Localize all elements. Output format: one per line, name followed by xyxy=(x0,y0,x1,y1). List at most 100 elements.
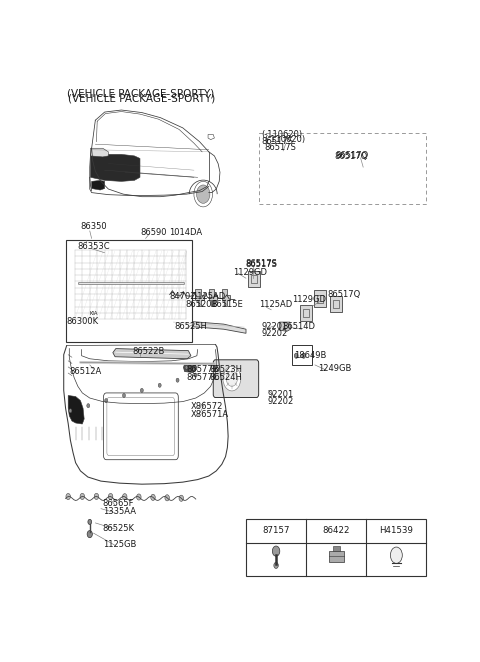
Text: 86523H: 86523H xyxy=(210,365,242,375)
Text: H41539: H41539 xyxy=(379,526,413,535)
Text: 86525H: 86525H xyxy=(175,322,207,330)
Circle shape xyxy=(66,493,71,500)
Text: 86522B: 86522B xyxy=(132,347,165,355)
Bar xyxy=(300,305,312,321)
Text: 86577B: 86577B xyxy=(186,365,219,375)
Circle shape xyxy=(80,493,84,500)
Circle shape xyxy=(122,393,125,397)
Polygon shape xyxy=(183,364,197,373)
Text: 86350: 86350 xyxy=(81,222,107,231)
Circle shape xyxy=(192,367,195,371)
FancyBboxPatch shape xyxy=(213,359,259,397)
Bar xyxy=(329,551,344,562)
Circle shape xyxy=(194,373,197,377)
Text: 1335AA: 1335AA xyxy=(103,506,136,516)
Text: 92201: 92201 xyxy=(267,390,294,399)
Bar xyxy=(292,344,312,365)
Bar xyxy=(75,250,186,319)
Polygon shape xyxy=(208,134,215,140)
Circle shape xyxy=(151,495,155,500)
Circle shape xyxy=(88,520,92,524)
Circle shape xyxy=(223,367,241,391)
Circle shape xyxy=(272,546,280,556)
Polygon shape xyxy=(182,289,192,306)
Text: 1125AD: 1125AD xyxy=(259,301,292,309)
Circle shape xyxy=(226,371,238,387)
Text: 84702: 84702 xyxy=(170,292,196,301)
Polygon shape xyxy=(91,154,140,181)
Circle shape xyxy=(140,389,144,393)
Text: 86590: 86590 xyxy=(140,228,167,237)
Text: X86572: X86572 xyxy=(191,402,223,411)
Text: 92201: 92201 xyxy=(262,322,288,330)
Text: 86514D: 86514D xyxy=(282,322,315,330)
Polygon shape xyxy=(169,289,178,306)
Text: 86525K: 86525K xyxy=(103,524,135,532)
Polygon shape xyxy=(68,395,84,424)
Polygon shape xyxy=(222,289,230,306)
Polygon shape xyxy=(353,164,368,191)
Bar xyxy=(246,519,426,577)
Text: (VEHICLE PACKAGE-SPORTY): (VEHICLE PACKAGE-SPORTY) xyxy=(67,89,215,99)
Bar xyxy=(66,240,192,342)
Circle shape xyxy=(390,547,402,563)
Text: 86517S: 86517S xyxy=(264,143,297,152)
Circle shape xyxy=(302,353,305,358)
Text: 18649B: 18649B xyxy=(294,352,326,360)
Circle shape xyxy=(194,181,213,207)
Text: 86565F: 86565F xyxy=(103,499,134,508)
Polygon shape xyxy=(172,320,246,333)
Circle shape xyxy=(85,303,102,325)
Bar xyxy=(303,308,309,317)
Polygon shape xyxy=(113,349,191,359)
Text: 86517Q: 86517Q xyxy=(328,290,361,299)
Text: 1125AD: 1125AD xyxy=(192,292,225,301)
Text: 1014DA: 1014DA xyxy=(168,228,202,237)
Text: 86515E: 86515E xyxy=(212,301,243,309)
Text: 86300K: 86300K xyxy=(67,317,99,326)
Bar xyxy=(317,295,324,303)
Circle shape xyxy=(179,495,183,501)
Circle shape xyxy=(69,408,72,413)
Bar xyxy=(259,133,426,205)
Text: 86517S: 86517S xyxy=(261,137,293,146)
Bar xyxy=(333,300,339,308)
Text: 86512A: 86512A xyxy=(69,367,102,375)
Text: 1129GD: 1129GD xyxy=(233,267,267,277)
Polygon shape xyxy=(195,289,204,306)
Polygon shape xyxy=(208,289,217,306)
Text: 86517Q: 86517Q xyxy=(335,152,368,162)
Text: 92202: 92202 xyxy=(267,397,294,406)
Polygon shape xyxy=(275,145,289,172)
Bar xyxy=(333,546,339,551)
Circle shape xyxy=(122,494,127,500)
Text: X86571A: X86571A xyxy=(191,410,229,419)
Bar xyxy=(314,291,326,307)
Bar xyxy=(248,271,260,287)
Bar xyxy=(330,295,342,312)
Text: 86517S: 86517S xyxy=(245,260,277,269)
Text: (-110620): (-110620) xyxy=(264,134,306,144)
Circle shape xyxy=(165,495,169,501)
Text: 86422: 86422 xyxy=(323,526,350,535)
Text: 86517Q: 86517Q xyxy=(335,152,369,160)
Text: 87157: 87157 xyxy=(262,526,290,535)
Text: KIA: KIA xyxy=(89,311,98,316)
Circle shape xyxy=(87,404,90,408)
Text: 86517S: 86517S xyxy=(245,260,277,269)
Circle shape xyxy=(294,353,298,358)
Circle shape xyxy=(94,493,99,499)
Text: (VEHICLE PACKAGE-SPORTY): (VEHICLE PACKAGE-SPORTY) xyxy=(68,93,216,103)
Polygon shape xyxy=(91,148,108,157)
Circle shape xyxy=(158,383,161,387)
Text: 1129GD: 1129GD xyxy=(292,295,326,304)
Text: (-110620): (-110620) xyxy=(261,130,302,139)
Text: 1249GB: 1249GB xyxy=(319,365,352,373)
Polygon shape xyxy=(92,180,105,190)
Text: 86524H: 86524H xyxy=(210,373,242,382)
Polygon shape xyxy=(75,244,186,250)
Text: 92202: 92202 xyxy=(262,329,288,338)
Circle shape xyxy=(176,378,179,382)
Circle shape xyxy=(185,365,188,369)
Circle shape xyxy=(105,399,108,402)
